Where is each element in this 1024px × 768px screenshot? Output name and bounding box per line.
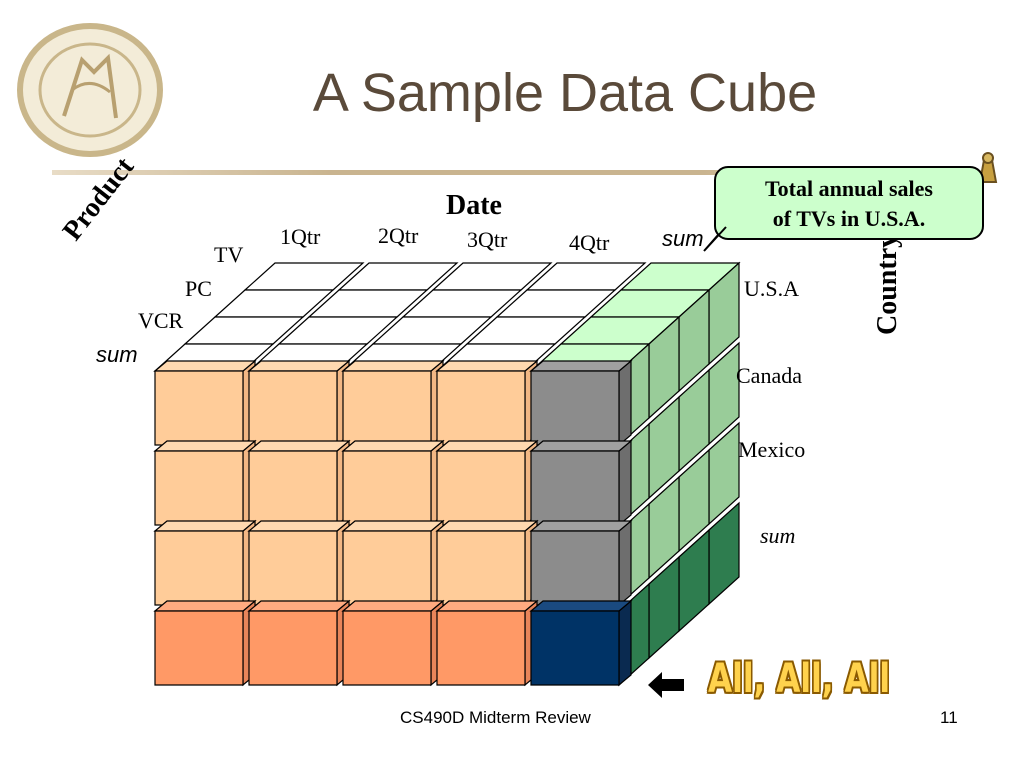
cube-front-face	[436, 370, 526, 446]
cube-front-face	[248, 370, 338, 446]
cube-front-face	[530, 530, 620, 606]
cube-bevel	[435, 600, 539, 612]
cube-bevel	[529, 360, 633, 372]
cube-front-face	[154, 610, 244, 686]
date-label-1qtr: 1Qtr	[280, 224, 321, 249]
callout-line-1: Total annual sales	[765, 176, 933, 201]
date-label-sum: sum	[662, 226, 704, 251]
cube-bevel	[435, 520, 539, 532]
date-label-4qtr: 4Qtr	[569, 230, 610, 255]
cube-bevel	[247, 520, 351, 532]
callout-line-2: of TVs in U.S.A.	[772, 206, 926, 231]
callout-box: Total annual sales of TVs in U.S.A.	[714, 166, 984, 240]
cube-front-face	[154, 450, 244, 526]
cube-front-face	[154, 530, 244, 606]
cube-bevel	[153, 360, 257, 372]
cube-bevel	[529, 440, 633, 452]
country-axis-label: Country	[872, 233, 903, 335]
country-label-mexico: Mexico	[738, 437, 806, 462]
cube-front-face	[342, 610, 432, 686]
cube-cells	[153, 261, 741, 687]
page-number: 11	[940, 708, 958, 727]
cube-bevel	[341, 440, 445, 452]
cube-bevel	[247, 600, 351, 612]
cube-bevel	[529, 600, 633, 612]
country-label-canada: Canada	[736, 363, 802, 388]
cube-front-face	[342, 370, 432, 446]
cube-front-face	[248, 530, 338, 606]
cube-front-face	[248, 610, 338, 686]
footer-text: CS490D Midterm Review	[400, 708, 591, 727]
cube-front-face	[530, 450, 620, 526]
cube-bevel	[153, 520, 257, 532]
product-label-tv: TV	[214, 242, 244, 267]
cube-front-face	[436, 610, 526, 686]
cube-front-face	[342, 530, 432, 606]
product-label-vcr: VCR	[138, 308, 184, 333]
cube-front-face	[248, 450, 338, 526]
date-label-3qtr: 3Qtr	[467, 227, 508, 252]
cube-bevel	[247, 360, 351, 372]
cube-bevel	[618, 359, 632, 447]
cube-front-face	[530, 370, 620, 446]
cube-bevel	[153, 600, 257, 612]
cube-bevel	[618, 439, 632, 527]
decorative-tower-icon	[978, 152, 998, 183]
all-all-all-label: All, All, All	[708, 656, 891, 702]
cube-bevel	[618, 599, 632, 687]
cube-bevel	[341, 360, 445, 372]
cube-bevel	[435, 440, 539, 452]
left-arrow-icon	[648, 672, 684, 698]
cube-bevel	[435, 360, 539, 372]
cube-front-face	[342, 450, 432, 526]
callout-pointer	[703, 226, 727, 252]
product-label-sum: sum	[96, 342, 138, 367]
cube-bevel	[341, 600, 445, 612]
date-axis-label: Date	[446, 190, 502, 221]
cube-bevel	[153, 440, 257, 452]
cube-bevel	[247, 440, 351, 452]
cube-bevel	[529, 520, 633, 532]
date-label-2qtr: 2Qtr	[378, 223, 419, 248]
slide-title: A Sample Data Cube	[312, 63, 818, 123]
country-label-sum: sum	[760, 523, 796, 548]
cube-front-face	[530, 610, 620, 686]
cube-bevel	[618, 519, 632, 607]
product-label-pc: PC	[185, 276, 212, 301]
cube-front-face	[154, 370, 244, 446]
cube-front-face	[436, 450, 526, 526]
title-divider	[52, 170, 982, 175]
cube-bevel	[341, 520, 445, 532]
country-label-usa: U.S.A	[744, 276, 800, 301]
cube-front-face	[436, 530, 526, 606]
university-seal-logo	[17, 23, 163, 157]
